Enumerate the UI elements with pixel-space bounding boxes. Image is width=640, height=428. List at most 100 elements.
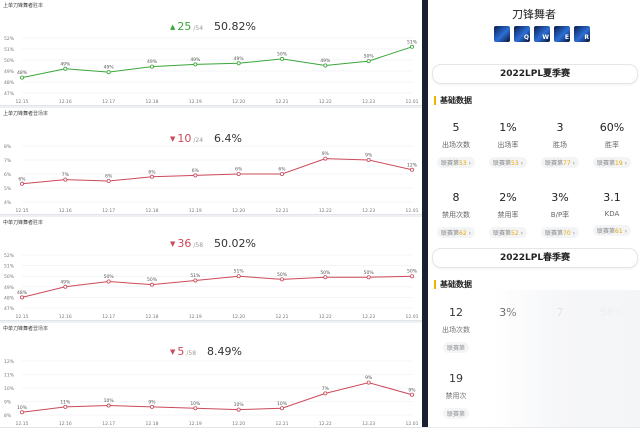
e-skill-icon[interactable]: E: [554, 26, 570, 42]
x-tick-label: 12.20: [232, 208, 245, 214]
y-tick-label: 8%: [4, 413, 12, 419]
data-point: [323, 391, 328, 396]
y-tick-label: 47%: [4, 306, 15, 312]
league-rank-badge: 联赛第53 ›: [489, 157, 527, 168]
x-tick-label: 12.18: [146, 99, 159, 105]
data-label: 49%: [320, 58, 331, 64]
league-rank-badge: 联赛第52 ›: [489, 227, 527, 238]
x-tick-label: 12.01: [406, 421, 419, 427]
y-tick-label: 7%: [4, 158, 12, 164]
y-tick-label: 8%: [4, 144, 12, 150]
data-label: 6%: [148, 169, 156, 175]
data-point: [409, 44, 414, 49]
data-label: 49%: [234, 56, 245, 62]
data-point: [193, 278, 198, 283]
x-tick-label: 12.17: [102, 99, 115, 105]
data-point: [236, 172, 241, 177]
data-label: 50%: [104, 274, 115, 280]
y-tick-label: 6%: [4, 172, 12, 178]
data-point: [366, 275, 371, 280]
x-tick-label: 12.15: [16, 99, 29, 105]
data-label: 49%: [60, 279, 71, 285]
data-label: 48%: [17, 290, 28, 296]
w-skill-icon[interactable]: W: [534, 26, 550, 42]
x-tick-label: 12.01: [406, 208, 419, 214]
stat-percent: 8.49%: [207, 345, 242, 358]
x-tick-label: 12.21: [276, 208, 289, 214]
x-tick-label: 12.18: [146, 421, 159, 427]
x-tick-label: 12.19: [189, 99, 202, 105]
data-point: [323, 275, 328, 280]
metric-kda: 3.1 KDA 联赛第61 ›: [586, 191, 638, 237]
trend-charts-column: 上单刀锋舞者胜率 ▲ 25/54 50.82% 52% 51% 50% 49% 48% 47%…: [0, 0, 422, 428]
y-tick-label: 50%: [4, 58, 15, 64]
data-label: 50%: [320, 270, 331, 276]
trend-panel-mid-winrate: 中单刀锋舞者胜率 ▼ 36/58 50.02% 52% 51% 50% 49% 48% 47%…: [0, 217, 422, 321]
data-point: [409, 274, 414, 279]
data-label: 10%: [17, 405, 28, 411]
x-tick-label: 12.15: [16, 208, 29, 214]
data-label: 50%: [277, 51, 288, 57]
data-label: 51%: [234, 269, 245, 275]
x-tick-label: 12.19: [189, 421, 202, 427]
season-selector-summer[interactable]: 2022LPL夏季赛: [432, 64, 638, 84]
data-point: [149, 404, 154, 409]
x-tick-label: 12.17: [102, 314, 115, 320]
line-chart: 8% 7% 6% 5% 4% 12.15 12.16 12.17 12.18 12.19 12.20…: [4, 144, 419, 214]
data-label: 10%: [234, 402, 245, 408]
passive-skill-icon[interactable]: [494, 26, 510, 42]
data-label: 11%: [60, 399, 71, 405]
trend-panel-mid-pickrate: 中单刀锋舞者登场率 ▼ 5/58 8.49% 12% 11% 10% 9% 8% 12.15 1…: [0, 323, 422, 428]
season-selector-spring[interactable]: 2022LPL春季赛: [432, 248, 638, 268]
x-tick-label: 12.17: [102, 421, 115, 427]
league-rank-badge: 联赛第: [442, 408, 469, 419]
panel-title: 中单刀锋舞者登场率: [3, 326, 49, 332]
league-rank-badge: 联赛第19 ›: [593, 157, 631, 168]
data-label: 6%: [192, 168, 200, 174]
hero-stats-panel: 刀锋舞者 Q W E R 2022LPL夏季赛 基础数据 5 出场次数 联赛第53…: [428, 0, 640, 427]
metric-win-rate: 60% 胜率 联赛第19 ›: [586, 121, 638, 169]
data-point: [19, 181, 24, 186]
data-label: 48%: [17, 70, 28, 76]
metric-wins: 3 胜场 联赛第77 ›: [534, 121, 586, 169]
data-label: 12%: [407, 162, 418, 168]
r-skill-icon[interactable]: R: [574, 26, 590, 42]
y-tick-label: 4%: [4, 200, 12, 206]
x-tick-label: 12.01: [406, 314, 419, 320]
data-point: [193, 173, 198, 178]
data-point: [279, 277, 284, 282]
data-label: 6%: [105, 174, 113, 180]
data-label: 6%: [235, 167, 243, 173]
x-tick-label: 12.23: [362, 208, 375, 214]
x-tick-label: 12.23: [362, 314, 375, 320]
x-tick-label: 12.22: [319, 421, 332, 427]
rank-stat: ▼ 36/58 50.02%: [170, 237, 256, 250]
data-point: [323, 63, 328, 68]
data-label: 9%: [365, 153, 373, 159]
metric-appearances: 12 出场次数 联赛第: [442, 306, 470, 353]
y-tick-label: 10%: [4, 386, 15, 392]
x-tick-label: 12.16: [59, 99, 72, 105]
data-point: [279, 56, 284, 61]
trend-panel-top-pickrate: 上单刀锋舞者登场率 ▼ 10/24 6.4% 8% 7% 6% 5% 4% 12.15 12.1…: [0, 108, 422, 215]
data-label: 50%: [277, 272, 288, 278]
trend-down-icon: ▼: [170, 348, 176, 356]
hero-name: 刀锋舞者: [512, 8, 556, 21]
stat-percent: 6.4%: [214, 132, 242, 145]
q-skill-icon[interactable]: Q: [514, 26, 530, 42]
x-tick-label: 12.19: [189, 314, 202, 320]
panel-title: 上单刀锋舞者胜率: [3, 3, 44, 9]
y-tick-label: 52%: [4, 36, 15, 42]
data-point: [193, 62, 198, 67]
rank-stat: ▼ 10/24 6.4%: [170, 132, 242, 145]
x-tick-label: 12.22: [319, 208, 332, 214]
y-tick-label: 11%: [4, 373, 15, 379]
series-line: [21, 158, 413, 185]
metric-ban-rate: 2% 禁用率 联赛第52 ›: [482, 191, 534, 239]
data-point: [106, 179, 111, 184]
y-tick-label: 5%: [4, 186, 12, 192]
rank-value: 25: [177, 20, 192, 33]
x-tick-label: 12.18: [146, 208, 159, 214]
data-point: [409, 167, 414, 172]
x-tick-label: 12.17: [102, 208, 115, 214]
